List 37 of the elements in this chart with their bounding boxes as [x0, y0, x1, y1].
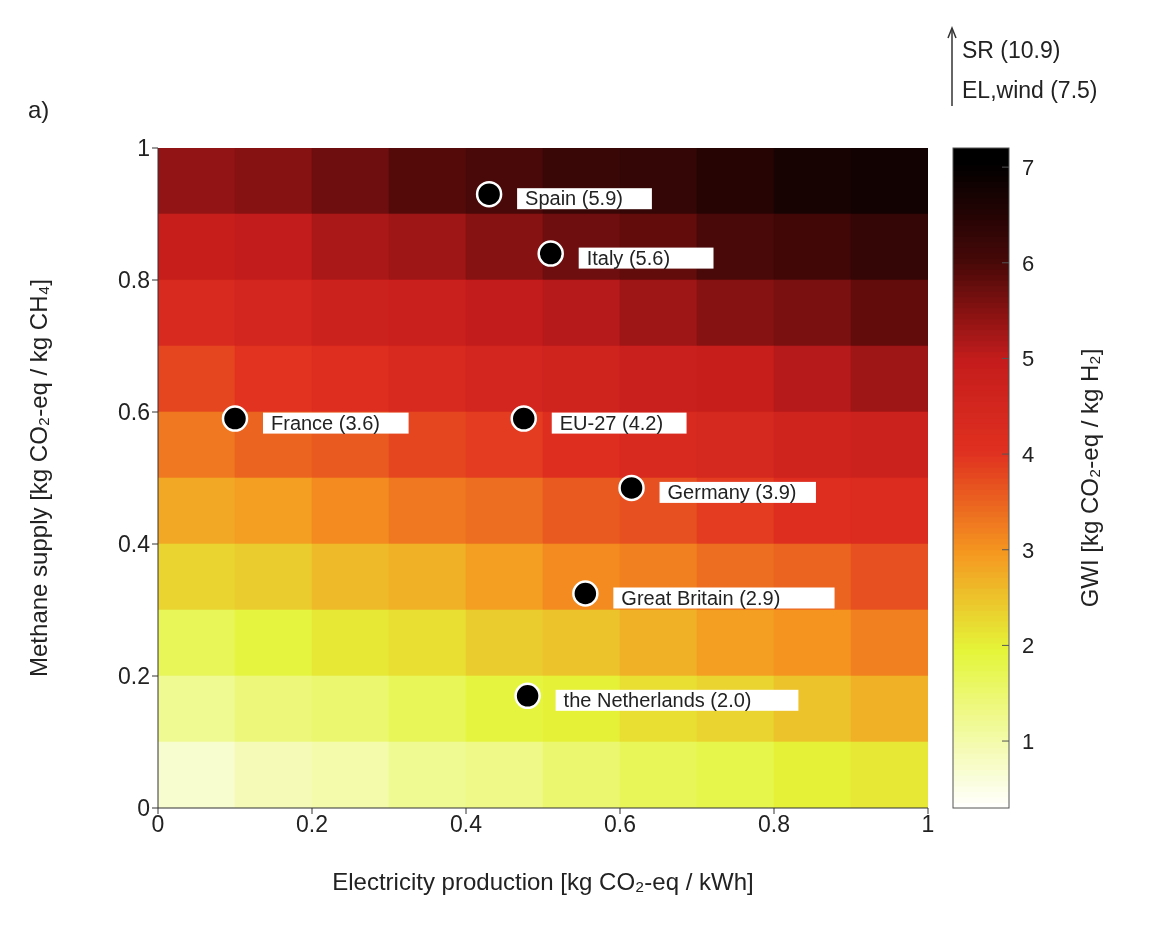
color-bar-label: 1	[1022, 729, 1035, 755]
point	[618, 474, 645, 502]
point	[537, 240, 564, 267]
text: SR (10.9)	[962, 37, 1061, 63]
y-axis-title: Methane supply [kg CO₂-eq / kg CH₄]	[24, 279, 52, 677]
x-tick-label: 0.2	[296, 811, 328, 838]
annotation: Spain (5.9)	[525, 187, 623, 210]
text: EL,wind (7.5)	[962, 77, 1098, 103]
x-tick-label: 0.6	[604, 811, 636, 838]
x-axis-title: Electricity production [kg CO₂-eq / kWh]	[332, 868, 754, 895]
point	[510, 405, 537, 432]
point	[514, 682, 541, 710]
color-bar-label: 5	[1022, 346, 1035, 372]
y-tick-label: 0.2	[118, 663, 150, 690]
y-tick-label: 0.8	[118, 267, 150, 294]
color-bar-label: 6	[1022, 250, 1035, 276]
point	[572, 580, 599, 607]
text: a)	[28, 96, 50, 124]
y-tick-label: 0.4	[118, 531, 151, 558]
x-tick-label: 0.4	[450, 811, 483, 838]
color-bar-title: GWI [kg CO₂-eq / kg H₂]	[1076, 348, 1103, 608]
annotation: EU-27 (4.2)	[559, 411, 664, 434]
annotation: the Netherlands (2.0)	[563, 688, 752, 711]
annotation: France (3.6)	[271, 411, 380, 434]
color-bar-label: 2	[1022, 633, 1035, 659]
color-bar-label: 7	[1022, 155, 1035, 181]
annotation: Italy (5.6)	[586, 246, 671, 269]
y-tick-label: 1	[137, 135, 150, 162]
point	[221, 405, 249, 432]
annotation: Great Britain (2.9)	[621, 586, 781, 609]
annotation: Germany (3.9)	[667, 480, 797, 503]
color-bar-label: 4	[1022, 442, 1035, 468]
x-tick-label: 0.8	[758, 811, 790, 838]
color-bar-label: 3	[1022, 537, 1035, 563]
x-tick-label: 1	[921, 811, 935, 838]
point	[475, 180, 503, 208]
y-tick-label: 0.6	[118, 399, 150, 426]
